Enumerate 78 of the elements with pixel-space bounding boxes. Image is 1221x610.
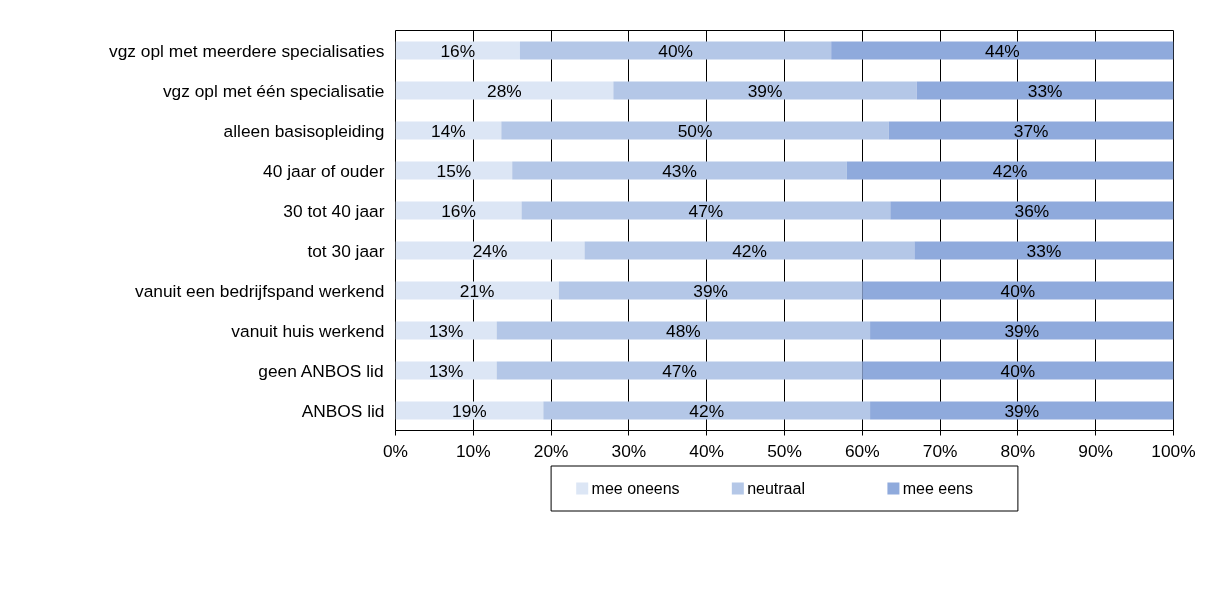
bar <box>613 81 917 100</box>
legend-label: mee oneens <box>591 480 680 497</box>
data-label: 16% <box>440 40 476 61</box>
data-label: 24% <box>472 240 508 261</box>
data-label: 40% <box>1000 280 1036 301</box>
bar <box>558 281 863 300</box>
bar <box>496 321 871 340</box>
bar <box>501 121 889 140</box>
bar <box>914 241 1174 260</box>
data-label: 39% <box>1004 320 1040 341</box>
x-tick-label: 50% <box>767 440 802 461</box>
data-label: 47% <box>662 360 697 381</box>
y-tick-label: alleen basisopleiding <box>223 120 385 141</box>
data-label: 39% <box>1004 400 1040 421</box>
bar <box>543 401 871 420</box>
data-label: 33% <box>1026 240 1062 261</box>
bar <box>831 41 1174 60</box>
legend-label: neutraal <box>747 480 805 497</box>
data-label: 13% <box>428 320 464 341</box>
bar <box>862 281 1174 300</box>
bar <box>870 321 1174 340</box>
bar <box>890 201 1174 220</box>
bar <box>846 161 1174 180</box>
x-tick-label: 90% <box>1078 440 1114 461</box>
data-label: 48% <box>666 320 701 341</box>
data-label: 39% <box>747 80 783 101</box>
x-tick-label: 0% <box>382 440 409 461</box>
bar <box>395 81 614 100</box>
bar <box>870 401 1174 420</box>
bar <box>519 41 832 60</box>
bar <box>496 361 863 380</box>
x-tick-label: 60% <box>844 440 880 461</box>
data-label: 13% <box>428 360 464 381</box>
data-label: 36% <box>1014 200 1050 221</box>
data-label: 42% <box>689 400 725 421</box>
bar <box>584 241 915 260</box>
bar <box>395 401 544 420</box>
bar <box>888 121 1174 140</box>
y-tick-label: vgz opl met één specialisatie <box>162 80 385 101</box>
y-tick-label: 30 tot 40 jaar <box>283 200 385 221</box>
x-tick-label: 20% <box>533 440 569 461</box>
data-label: 47% <box>688 200 724 221</box>
data-label: 19% <box>452 400 487 421</box>
x-tick-label: 10% <box>455 440 491 461</box>
data-label: 40% <box>1000 360 1036 381</box>
x-tick-label: 70% <box>922 440 958 461</box>
bar <box>862 361 1174 380</box>
y-tick-label: ANBOS lid <box>301 400 385 421</box>
data-label: 42% <box>992 160 1028 181</box>
data-label: 33% <box>1027 80 1063 101</box>
y-tick-label: geen ANBOS lid <box>258 360 384 381</box>
data-label: 15% <box>436 160 472 181</box>
legend-label: mee eens <box>902 480 974 497</box>
x-tick-label: 30% <box>611 440 647 461</box>
bar <box>512 161 847 180</box>
data-label: 44% <box>985 40 1020 61</box>
data-label: 42% <box>732 240 767 261</box>
data-label: 14% <box>431 120 466 141</box>
y-tick-label: vanuit een bedrijfspand werkend <box>135 280 385 301</box>
y-tick-label: tot 30 jaar <box>307 240 385 261</box>
data-label: 40% <box>658 40 693 61</box>
bar <box>395 281 559 300</box>
bar <box>916 81 1174 100</box>
data-label: 37% <box>1013 120 1049 141</box>
bar <box>395 241 585 260</box>
x-tick-label: 100% <box>1151 440 1196 461</box>
data-label: 39% <box>693 280 728 301</box>
bar <box>521 201 891 220</box>
data-label: 43% <box>662 160 697 181</box>
y-tick-label: 40 jaar of ouder <box>263 160 385 181</box>
y-tick-label: vgz opl met meerdere specialisaties <box>109 40 385 61</box>
x-tick-label: 40% <box>689 440 725 461</box>
y-tick-label: vanuit huis werkend <box>231 320 385 341</box>
data-label: 21% <box>459 280 495 301</box>
data-label: 50% <box>677 120 713 141</box>
data-label: 28% <box>487 80 522 101</box>
x-tick-label: 80% <box>1000 440 1036 461</box>
data-label: 16% <box>441 200 476 221</box>
